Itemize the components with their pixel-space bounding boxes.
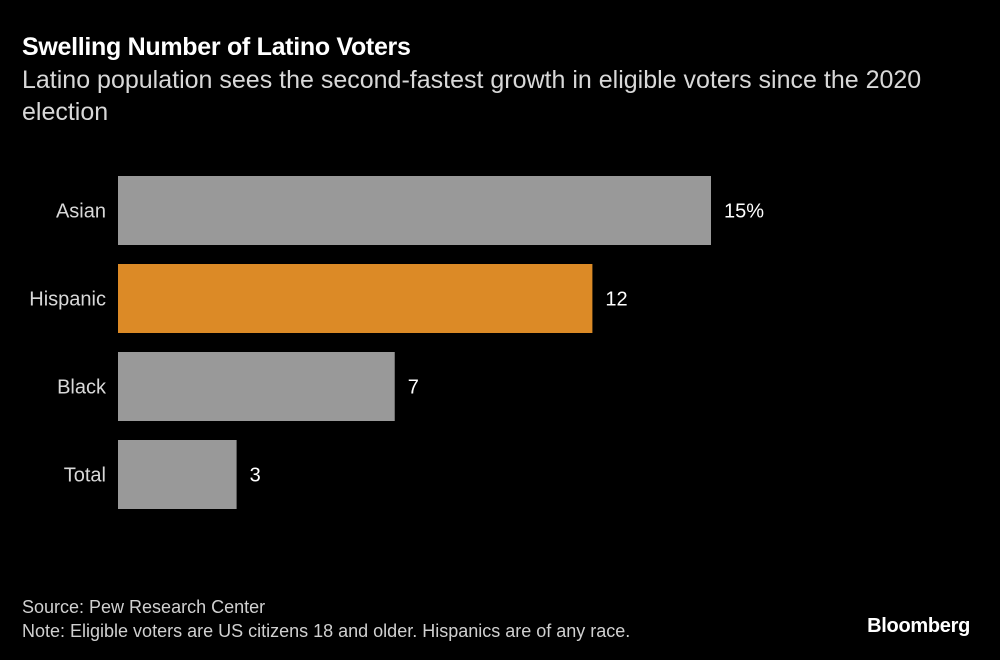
chart-subtitle: Latino population sees the second-fastes… — [22, 66, 922, 126]
category-label: Asian — [56, 201, 106, 223]
bar-black — [118, 352, 395, 421]
category-label: Black — [57, 377, 107, 399]
category-label: Hispanic — [29, 289, 106, 311]
footnote: Note: Eligible voters are US citizens 18… — [22, 621, 631, 641]
bar-total — [118, 440, 237, 509]
data-label: 12 — [605, 289, 627, 311]
data-label: 7 — [408, 377, 419, 399]
category-label: Total — [64, 465, 106, 487]
source-note: Source: Pew Research Center — [22, 597, 266, 617]
bar-hispanic — [118, 264, 593, 333]
data-label: 3 — [250, 465, 261, 487]
bar-asian — [118, 176, 711, 245]
chart-title: Swelling Number of Latino Voters — [22, 33, 411, 61]
bloomberg-logo: Bloomberg — [867, 615, 970, 637]
data-label: 15% — [724, 201, 764, 223]
